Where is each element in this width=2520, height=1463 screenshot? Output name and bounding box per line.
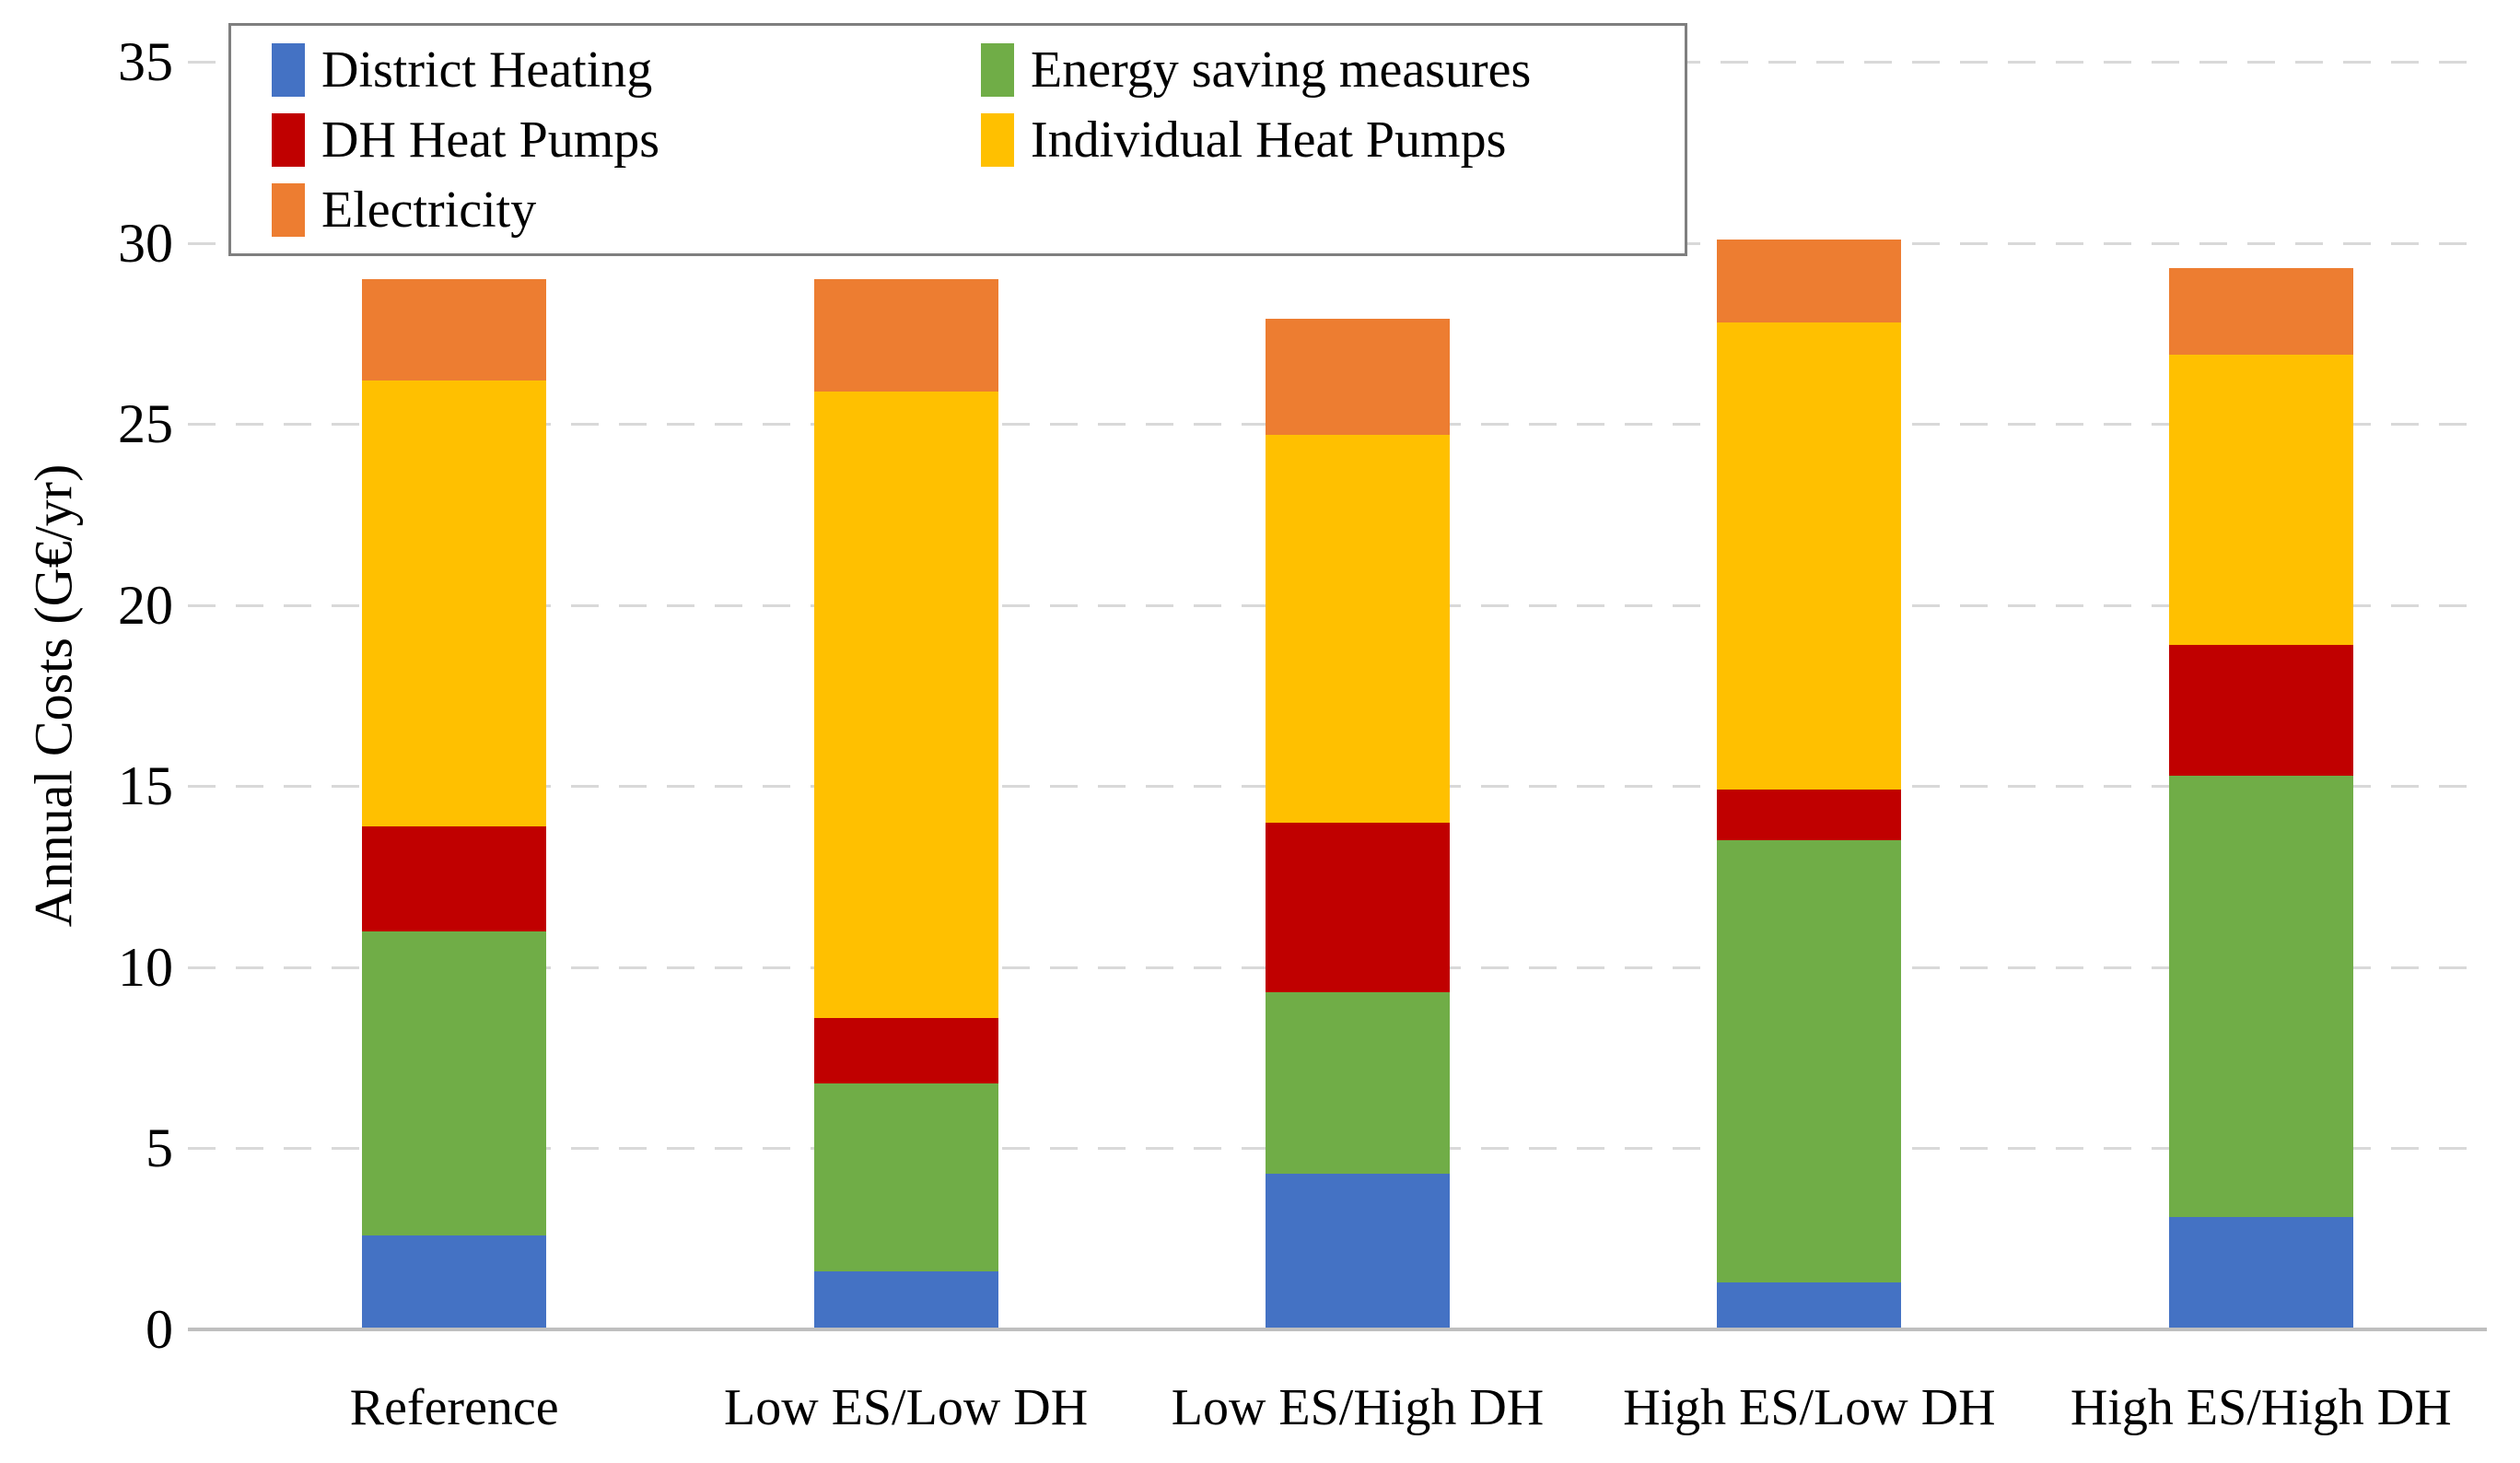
segment-Electricity [1717, 239, 1902, 323]
bar-High ES/Low DH [1717, 239, 1902, 1329]
segment-Individual Heat Pumps [362, 380, 547, 826]
segment-Energy saving measures [1266, 992, 1450, 1174]
legend-swatch-icon [272, 182, 305, 237]
legend-label: DH Heat Pumps [321, 111, 660, 169]
segment-DH Heat Pumps [2168, 644, 2353, 776]
legend-label: District Heating [321, 41, 653, 99]
legend-item-Energy saving measures: Energy saving measures [981, 38, 1685, 102]
y-tick-10: 10 [118, 936, 173, 998]
segment-District Heating [813, 1271, 998, 1329]
segment-District Heating [362, 1235, 547, 1329]
bar-Low ES/High DH [1266, 319, 1450, 1329]
bars-container [228, 62, 2487, 1329]
bar-Low ES/Low DH [813, 278, 998, 1329]
segment-Electricity [813, 278, 998, 392]
segment-Electricity [2168, 268, 2353, 356]
legend: District Heating Energy saving measures DH… [228, 23, 1687, 256]
segment-Individual Heat Pumps [813, 391, 998, 1018]
legend-label: Electricity [321, 181, 537, 239]
segment-Energy saving measures [1717, 840, 1902, 1282]
x-label-Low ES/Low DH: Low ES/Low DH [724, 1379, 1089, 1436]
legend-label: Energy saving measures [1031, 41, 1532, 99]
x-label-Reference: Reference [349, 1379, 559, 1436]
segment-Electricity [1266, 319, 1450, 435]
bar-High ES/High DH [2168, 268, 2353, 1329]
y-tick-0: 0 [146, 1299, 173, 1360]
segment-Electricity [362, 278, 547, 380]
segment-DH Heat Pumps [1266, 822, 1450, 993]
y-tick-25: 25 [118, 393, 173, 455]
segment-Energy saving measures [813, 1083, 998, 1272]
segment-District Heating [1266, 1173, 1450, 1329]
y-tick-30: 30 [118, 212, 173, 274]
segment-Individual Heat Pumps [1266, 434, 1450, 823]
segment-DH Heat Pumps [813, 1017, 998, 1083]
bar-Reference [362, 278, 547, 1329]
legend-swatch-icon [272, 112, 305, 167]
y-tick-35: 35 [118, 31, 173, 92]
y-tick-15: 15 [118, 755, 173, 817]
segment-District Heating [1717, 1282, 1902, 1329]
segment-District Heating [2168, 1217, 2353, 1329]
legend-item-Individual Heat Pumps: Individual Heat Pumps [981, 108, 1685, 172]
x-label-High ES/High DH: High ES/High DH [2070, 1379, 2452, 1436]
segment-Energy saving measures [2168, 775, 2353, 1218]
legend-item-Electricity: Electricity [272, 178, 981, 242]
y-tick-5: 5 [146, 1118, 173, 1179]
y-axis-title: Annual Costs (G€/yr) [23, 463, 84, 928]
legend-label: Individual Heat Pumps [1031, 111, 1507, 169]
legend-swatch-icon [981, 42, 1014, 97]
legend-item-District Heating: District Heating [272, 38, 981, 102]
segment-DH Heat Pumps [362, 825, 547, 931]
y-tick-20: 20 [118, 574, 173, 636]
x-label-High ES/Low DH: High ES/Low DH [1623, 1379, 1996, 1436]
plot-area [188, 61, 2487, 1331]
segment-Individual Heat Pumps [2168, 355, 2353, 645]
x-label-Low ES/High DH: Low ES/High DH [1171, 1379, 1545, 1436]
x-axis-line [188, 1328, 2487, 1331]
legend-item-DH Heat Pumps: DH Heat Pumps [272, 108, 981, 172]
legend-swatch-icon [981, 112, 1014, 167]
segment-Energy saving measures [362, 930, 547, 1235]
legend-swatch-icon [272, 42, 305, 97]
segment-Individual Heat Pumps [1717, 322, 1902, 790]
segment-DH Heat Pumps [1717, 790, 1902, 841]
